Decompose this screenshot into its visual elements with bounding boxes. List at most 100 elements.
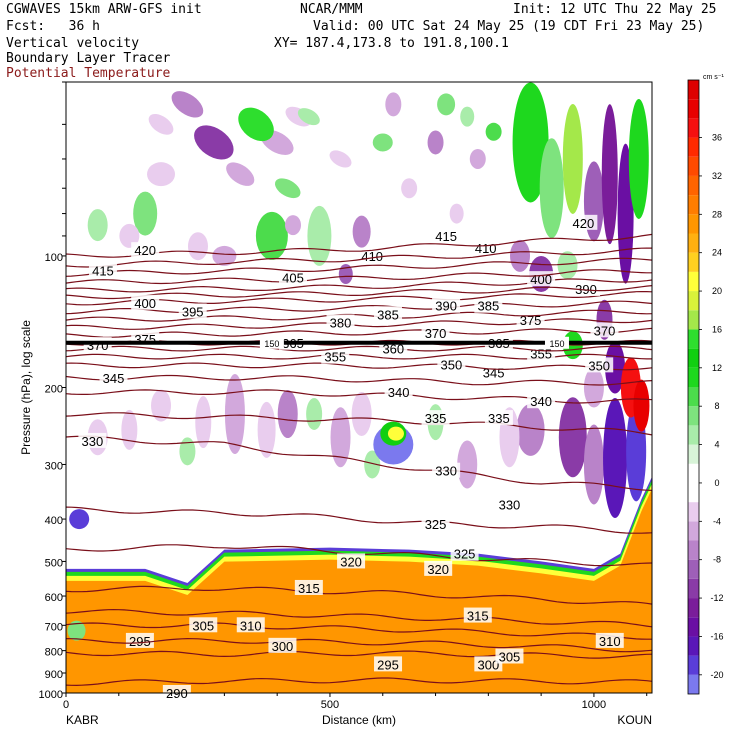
theta-contour	[65, 309, 653, 322]
w-field-cell	[285, 215, 302, 236]
w-field-cell	[401, 178, 418, 199]
w-field-cell	[583, 424, 604, 505]
theta-label-bg	[437, 356, 466, 372]
w-field-cell	[510, 239, 531, 272]
colorbar-label: 20	[712, 286, 722, 296]
theta-label: 375	[520, 313, 542, 328]
theta-contour	[65, 318, 653, 330]
w-field-cell	[512, 82, 549, 203]
y-tick-label: 600	[45, 592, 63, 604]
w-field-cell	[457, 440, 478, 489]
theta-label-bg	[421, 515, 450, 531]
theta-contour	[65, 585, 653, 605]
colorbar-swatch	[688, 636, 699, 656]
w-field-cell	[601, 104, 618, 245]
theta-label: 390	[435, 299, 457, 314]
colorbar-swatch	[688, 655, 699, 675]
theta-label: 370	[425, 326, 447, 341]
w-field-cell	[485, 122, 502, 141]
theta-label-bg	[450, 545, 479, 561]
tracer-fill	[67, 620, 86, 641]
theta-label-bg	[279, 269, 308, 285]
theta-label-bg	[131, 294, 160, 310]
theta-label-bg	[178, 303, 207, 319]
theta-label: 420	[134, 243, 156, 258]
colorbar-frame	[687, 79, 700, 695]
colorbar-swatch	[688, 502, 699, 522]
theta-label-bg	[88, 262, 117, 278]
w-field-cell	[238, 107, 274, 142]
theta-label: 305	[192, 618, 214, 633]
colorbar-swatch	[688, 463, 699, 483]
w-field-cell	[603, 398, 628, 519]
theta-label: 320	[427, 562, 449, 577]
theta-label-bg	[294, 579, 323, 595]
theta-contour	[65, 345, 653, 352]
theta-label: 315	[298, 581, 320, 596]
w-field-cell	[387, 426, 404, 441]
theta-label: 350	[441, 357, 463, 372]
header-field-tracer: Boundary Layer Tracer	[6, 51, 171, 66]
w-field-cell	[147, 162, 176, 187]
x-endpoint-left: KABR	[66, 713, 99, 727]
w-field-cell	[352, 215, 371, 248]
w-field-cell	[224, 374, 245, 455]
theta-label-bg	[484, 410, 513, 426]
theta-label-bg	[432, 227, 461, 243]
theta-contour	[65, 291, 653, 306]
w-field-cell	[297, 108, 320, 126]
theta-label: 395	[182, 304, 204, 319]
theta-label-bg	[471, 240, 500, 256]
theta-label-bg	[495, 496, 524, 512]
y-tick-label: 900	[45, 669, 63, 681]
theta-label: 305	[499, 649, 521, 664]
colorbar-label: 28	[712, 209, 722, 219]
theta-label: 420	[573, 216, 595, 231]
theta-label-bg	[474, 297, 503, 313]
w-field-cell	[628, 98, 649, 219]
theta-label-bg	[337, 553, 366, 569]
header-model: CGWAVES 15km ARW-GFS init	[6, 2, 202, 17]
theta-label-bg	[590, 322, 619, 338]
theta-label: 405	[282, 270, 304, 285]
theta-label: 415	[435, 229, 457, 244]
colorbar-swatch	[688, 252, 699, 272]
theta-contour	[65, 374, 653, 386]
theta-label: 335	[488, 411, 510, 426]
theta-label: 360	[382, 342, 404, 357]
colorbar-swatch	[688, 348, 699, 368]
colorbar-label: -20	[710, 670, 723, 680]
y-tick-label: 200	[45, 384, 63, 396]
colorbar-label: -12	[710, 593, 723, 603]
colorbar-label: 12	[712, 363, 722, 373]
w-field-cell	[194, 125, 234, 160]
colorbar-swatch	[688, 578, 699, 599]
theta-label-bg	[131, 242, 160, 258]
header-org: NCAR/MMM	[300, 2, 363, 17]
w-field-cell	[171, 91, 204, 118]
x-tick-label: 500	[321, 699, 339, 711]
w-field-cell	[557, 251, 578, 280]
theta-label: 340	[530, 394, 552, 409]
theta-label: 350	[588, 358, 610, 373]
theta-label-bg	[236, 617, 265, 633]
theta-label: 330	[499, 497, 521, 512]
x-tick-label: 0	[63, 699, 69, 711]
colorbar-swatch	[688, 118, 699, 138]
tracer-label-bg	[544, 336, 569, 349]
theta-label-bg	[527, 345, 556, 361]
theta-label-bg	[384, 384, 413, 400]
header-xy: XY= 187.4,173.8 to 191.8,100.1	[274, 36, 509, 51]
theta-label: 355	[324, 350, 346, 365]
theta-label-bg	[595, 632, 624, 648]
header-field-vertical-velocity: Vertical velocity	[6, 36, 140, 51]
theta-contour	[65, 300, 653, 315]
colorbar-swatch	[688, 387, 699, 407]
w-field-cell	[257, 401, 276, 458]
colorbar-label: 4	[714, 440, 719, 450]
w-field-cell	[119, 223, 140, 248]
w-field-cell	[583, 367, 604, 408]
y-tick-label: 100	[45, 252, 63, 264]
x-axis-label: Distance (km)	[322, 713, 396, 727]
theta-label: 315	[467, 609, 489, 624]
